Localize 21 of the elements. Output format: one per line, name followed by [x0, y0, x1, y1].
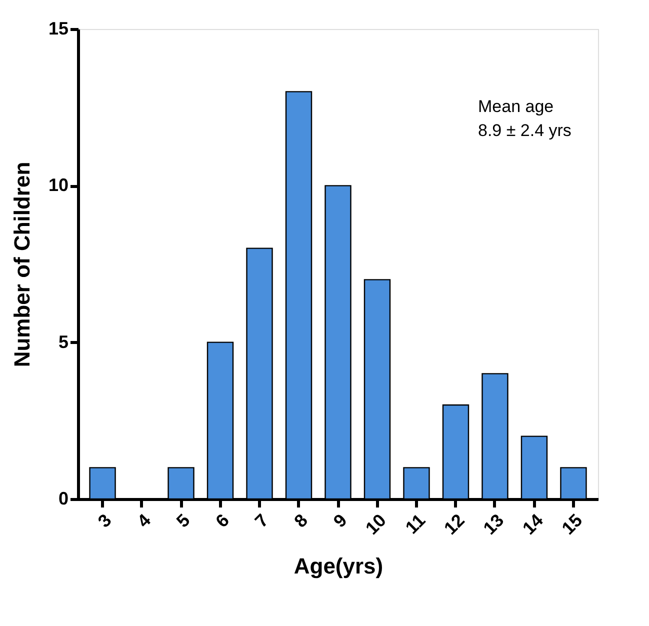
annotation: 8.9 ± 2.4 yrs — [478, 121, 572, 140]
x-tick-label: 11 — [402, 510, 430, 538]
y-tick-label: 10 — [48, 175, 68, 196]
annotation: Mean age — [478, 97, 554, 116]
y-tick-label: 5 — [58, 332, 68, 352]
y-axis-title: Number of Children — [9, 162, 34, 368]
x-tick-label: 12 — [440, 510, 468, 538]
y-tick-label: 0 — [58, 488, 68, 508]
x-tick-label: 8 — [290, 510, 312, 532]
x-tick-label: 13 — [479, 510, 508, 538]
x-tick-label: 7 — [251, 510, 272, 532]
x-tick-label: 10 — [362, 510, 390, 538]
y-tick-label: 15 — [48, 18, 68, 38]
x-tick-label: 9 — [330, 510, 351, 532]
x-tick-label: 14 — [518, 510, 547, 538]
x-tick-label: 15 — [558, 510, 586, 538]
x-tick-label: 6 — [212, 510, 233, 532]
x-tick-label: 5 — [172, 510, 194, 532]
x-tick-label: 4 — [133, 510, 154, 532]
x-axis-title: Age(yrs) — [294, 553, 384, 578]
x-tick-label: 3 — [94, 510, 116, 532]
